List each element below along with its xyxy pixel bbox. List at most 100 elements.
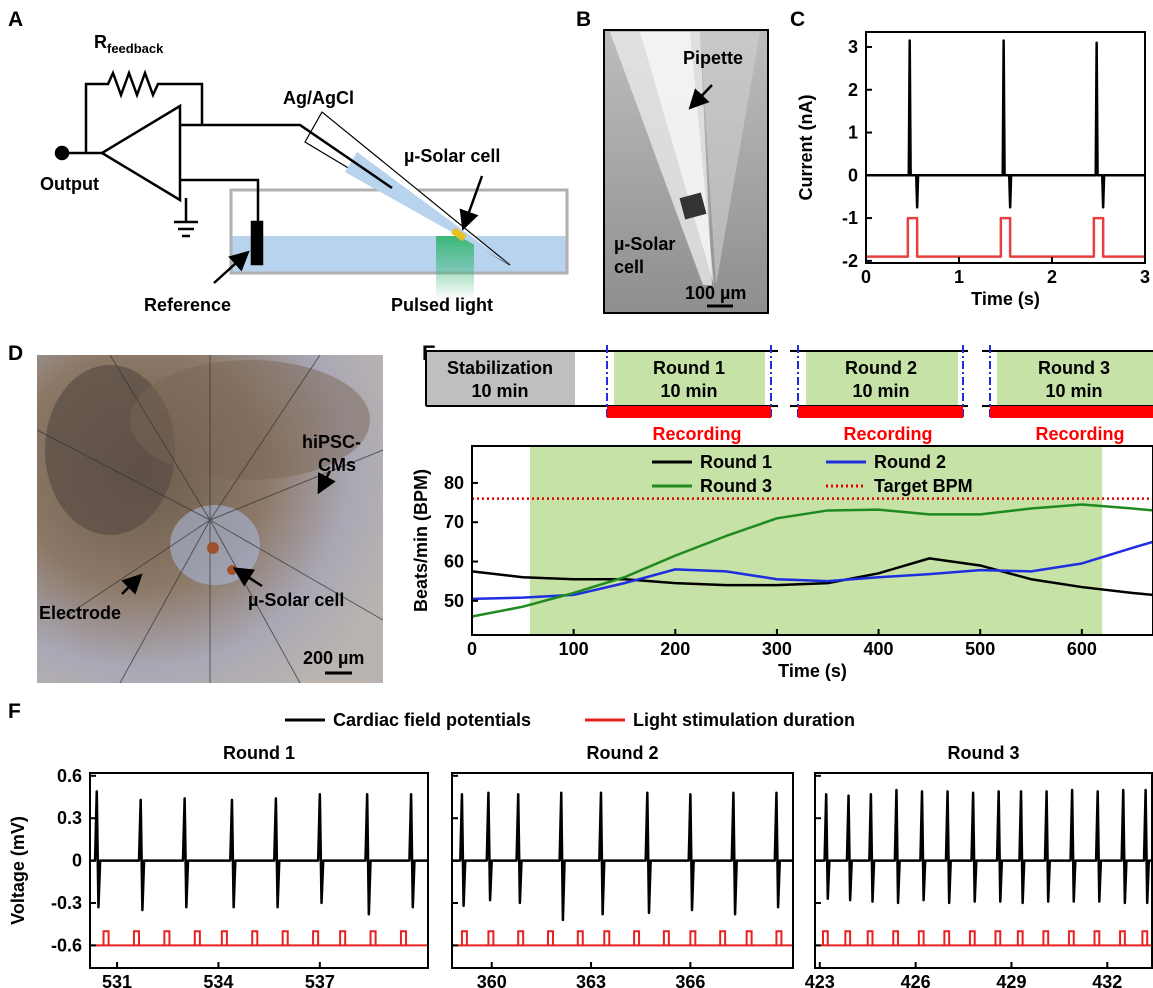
light-pulse: [104, 931, 109, 945]
recording-label: Recording: [1035, 424, 1124, 444]
light-pulse: [488, 931, 493, 945]
shaded-region: [530, 446, 1102, 635]
x-tick-label: 0: [861, 267, 871, 287]
light-pulse: [252, 931, 257, 945]
light-pulse: [664, 931, 669, 945]
figure: A B C D E F Rfeedback Ag/AgCl µ-Solar ce…: [0, 0, 1153, 988]
plot-frame: [452, 773, 793, 968]
x-tick-label: 300: [762, 639, 792, 659]
light-pulse: [1120, 931, 1125, 945]
light-pulse: [313, 931, 318, 945]
data-line: [866, 41, 1145, 208]
light-pulse: [518, 931, 523, 945]
light-pulse: [401, 931, 406, 945]
y-tick-label: 3: [848, 37, 858, 57]
stage-duration: 10 min: [471, 381, 528, 401]
cell-label: cell: [614, 257, 644, 277]
stage-duration: 10 min: [660, 381, 717, 401]
light-pulse: [164, 931, 169, 945]
light-pulse: [371, 931, 376, 945]
feedback-label: Rfeedback: [94, 32, 164, 56]
x-tick-label: 3: [1140, 267, 1150, 287]
light-pulse: [340, 931, 345, 945]
scale-label: 100 µm: [685, 283, 746, 303]
y-tick-label: 60: [444, 552, 464, 572]
x-tick-label: 429: [996, 972, 1026, 988]
light-pulse: [868, 931, 873, 945]
x-axis-label: Time (s): [971, 289, 1040, 309]
stage-duration: 10 min: [1045, 381, 1102, 401]
light-pulse: [893, 931, 898, 945]
light-pulse: [1095, 931, 1100, 945]
light-pulse: [604, 931, 609, 945]
timeline: [426, 345, 1153, 418]
y-tick-label: 0: [72, 851, 82, 871]
cell-label: µ-Solar: [614, 234, 675, 254]
x-tick-label: 360: [477, 972, 507, 988]
light-pulse: [747, 931, 752, 945]
x-tick-label: 200: [660, 639, 690, 659]
subplot-title: Round 2: [587, 743, 659, 763]
electrode-label: Electrode: [39, 603, 121, 623]
data-line: [90, 791, 428, 914]
y-tick-label: 0.3: [57, 808, 82, 828]
y-axis-label: Current (nA): [796, 95, 816, 201]
light-pulse: [548, 931, 553, 945]
light-pulse: [970, 931, 975, 945]
x-tick-label: 400: [864, 639, 894, 659]
x-tick-label: 363: [576, 972, 606, 988]
legend-label: Round 1: [700, 452, 772, 472]
light-pulse: [776, 931, 781, 945]
light-pulse: [845, 931, 850, 945]
scale-label: 200 µm: [303, 648, 364, 668]
r-subscript: feedback: [107, 41, 164, 56]
panel-label: B: [576, 8, 591, 31]
output-label: Output: [40, 174, 99, 194]
light-pulse: [690, 931, 695, 945]
x-tick-label: 537: [305, 972, 335, 988]
light-pulse: [222, 931, 227, 945]
light-pulse: [919, 931, 924, 945]
y-tick-label: 0.6: [57, 766, 82, 786]
light-pulse: [995, 931, 1000, 945]
r-label: R: [94, 32, 107, 52]
y-tick-label: 70: [444, 512, 464, 532]
data-line: [452, 793, 793, 920]
y-tick-label: 2: [848, 80, 858, 100]
panel-label: C: [790, 8, 805, 31]
light-pulse: [634, 931, 639, 945]
stage-duration: 10 min: [852, 381, 909, 401]
cell-label: µ-Solar cell: [248, 590, 344, 610]
cell-label: µ-Solar cell: [404, 146, 500, 166]
pipette-label: Pipette: [683, 48, 743, 68]
micrograph-d: [37, 355, 383, 683]
stage-label: Round 3: [1038, 358, 1110, 378]
x-tick-label: 2: [1047, 267, 1057, 287]
legend-label: Cardiac field potentials: [333, 710, 531, 730]
light-pulse: [462, 931, 467, 945]
subplot-title: Round 3: [948, 743, 1020, 763]
y-tick-label: 80: [444, 473, 464, 493]
x-tick-label: 500: [965, 639, 995, 659]
recording-label: Recording: [652, 424, 741, 444]
light-label: Pulsed light: [391, 295, 493, 315]
light-pulse: [195, 931, 200, 945]
y-tick-label: 50: [444, 591, 464, 611]
y-tick-label: 1: [848, 123, 858, 143]
x-tick-label: 100: [559, 639, 589, 659]
legend-label: Light stimulation duration: [633, 710, 855, 730]
x-tick-label: 600: [1067, 639, 1097, 659]
panel-label: D: [8, 342, 23, 365]
light-pulse: [720, 931, 725, 945]
y-axis-label: Voltage (mV): [8, 816, 28, 925]
light-pulse: [134, 931, 139, 945]
legend-label: Target BPM: [874, 476, 973, 496]
electrode-label: Ag/AgCl: [283, 88, 354, 108]
subplot-title: Round 1: [223, 743, 295, 763]
x-tick-label: 366: [675, 972, 705, 988]
x-tick-label: 423: [805, 972, 835, 988]
data-line: [815, 790, 1152, 903]
reference-label: Reference: [144, 295, 231, 315]
y-axis-label: Beats/min (BPM): [411, 469, 431, 612]
stage-label: Round 2: [845, 358, 917, 378]
